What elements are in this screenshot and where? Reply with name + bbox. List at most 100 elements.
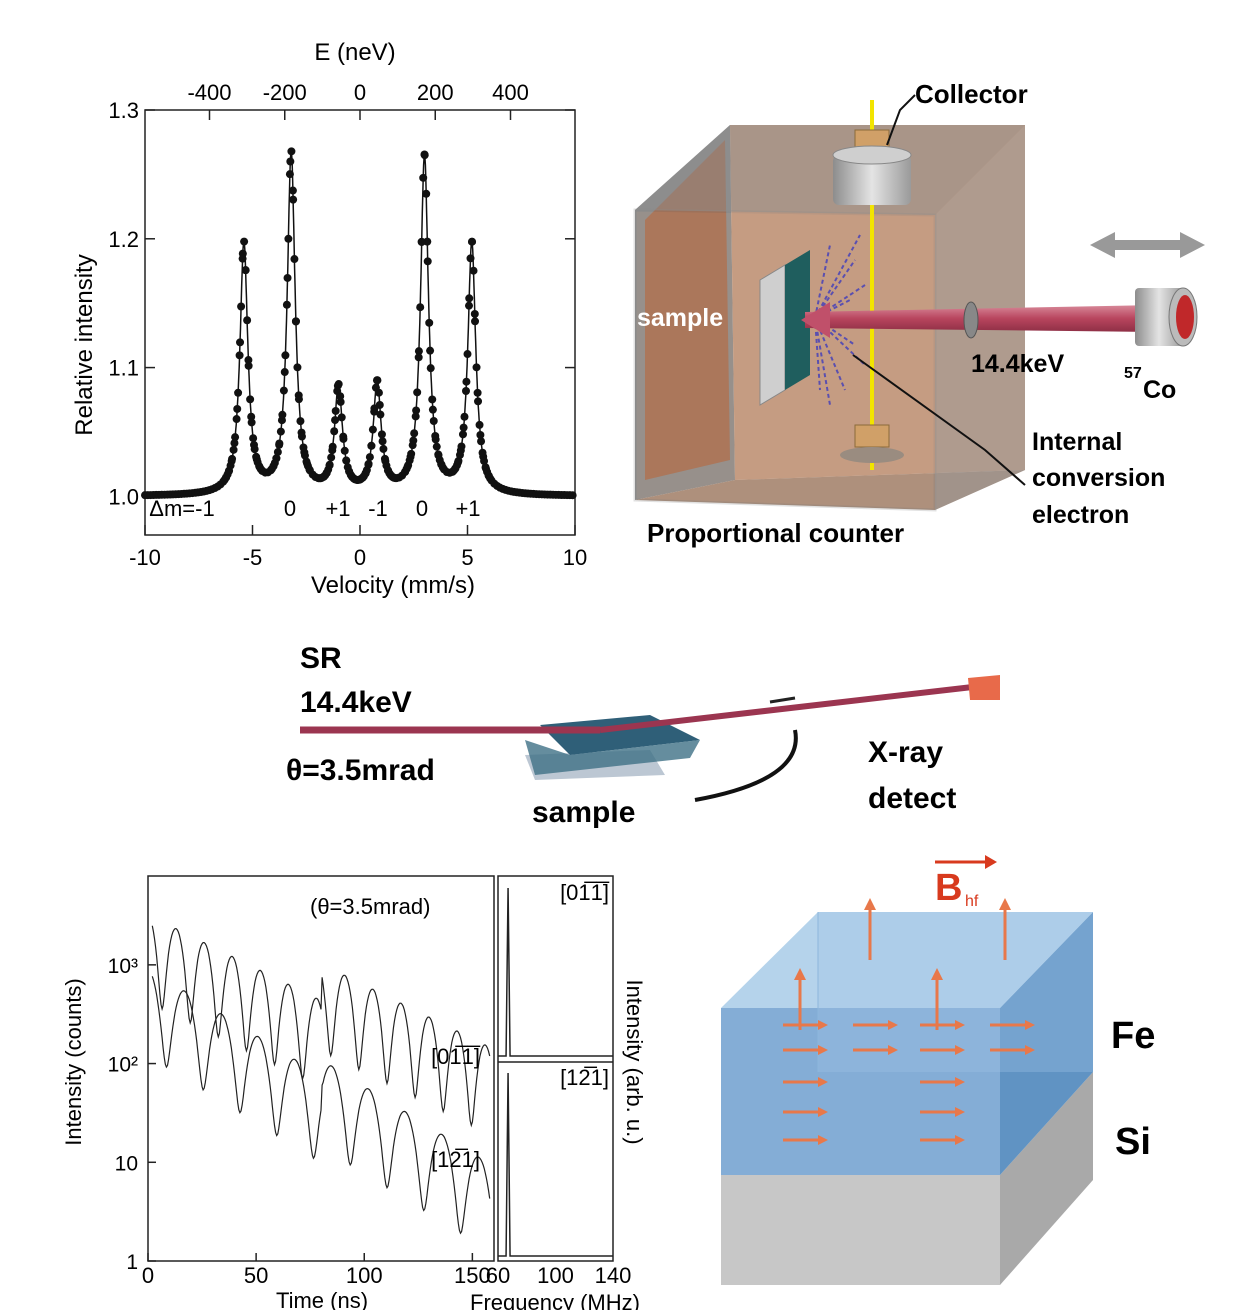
spectrum-point xyxy=(380,454,389,463)
spectrum-point xyxy=(423,257,432,266)
spectrum-line xyxy=(145,150,576,497)
fe-si-film-diagram: B hf Fe Si xyxy=(721,855,1155,1285)
spectrum-point xyxy=(413,388,422,397)
spectrum-point xyxy=(280,368,289,377)
time-x-tick-label: 100 xyxy=(346,1263,383,1288)
spectrum-point xyxy=(330,427,339,436)
spectrum-point xyxy=(243,316,252,325)
spectrum-point xyxy=(300,451,309,460)
spectrum-point xyxy=(378,437,387,446)
spectrum-point xyxy=(414,347,423,356)
xray-label: X-ray xyxy=(868,736,943,769)
spectrum-point xyxy=(237,302,246,311)
sr-energy-label: 14.4keV xyxy=(300,686,412,719)
fft-series-label: [01̅1̅] xyxy=(560,880,610,905)
fft-y-axis-label: Intensity (arb. u.) xyxy=(622,979,647,1144)
spin-arrow-head xyxy=(888,1020,898,1030)
fft-x-tick-label: 140 xyxy=(595,1263,632,1288)
spectrum-point xyxy=(486,474,495,483)
cems-detector-diagram: Collector sample 14.4keV 57 Co Internal … xyxy=(633,79,1205,548)
electron-label-line2: conversion xyxy=(1032,464,1165,492)
spectrum-point xyxy=(276,427,285,436)
spectrum-point xyxy=(273,448,282,457)
spectrum-point xyxy=(246,395,255,404)
spectrum-point xyxy=(568,491,577,500)
y-tick-label: 1.3 xyxy=(108,98,139,123)
theta-annotation: (θ=3.5mrad) xyxy=(310,894,430,919)
spectrum-point xyxy=(284,234,293,243)
spectrum-point xyxy=(336,392,345,401)
spectrum-point xyxy=(238,254,247,263)
time-series-line xyxy=(151,976,491,1235)
sample-label: sample xyxy=(637,304,723,332)
x-tick-label: 10 xyxy=(563,545,587,570)
fft-peak-line xyxy=(498,1072,613,1257)
source-mass-label: 57 xyxy=(1124,365,1142,382)
spectrum-point xyxy=(472,363,481,372)
co57-source xyxy=(1135,287,1198,347)
angle-label: θ=3.5mrad xyxy=(286,754,435,787)
x-tick-label: -5 xyxy=(243,545,263,570)
electron-ray xyxy=(814,317,831,406)
spectrum-point xyxy=(229,445,238,454)
spin-arrow-head xyxy=(818,1077,828,1087)
spectrum-point xyxy=(428,405,437,414)
y-tick-label: 1.0 xyxy=(108,484,139,509)
spectrum-point xyxy=(465,301,474,310)
spin-arrow-head xyxy=(888,1045,898,1055)
spectrum-point xyxy=(286,157,295,166)
spectrum-point xyxy=(296,417,305,426)
spectrum-point xyxy=(241,266,250,275)
source-element-label: Co xyxy=(1143,376,1176,404)
spectrum-point xyxy=(282,300,291,309)
spectrum-point xyxy=(463,350,472,359)
spin-arrow-head xyxy=(1025,1045,1035,1055)
gamma-beam xyxy=(805,305,1155,332)
x-tick-label: 5 xyxy=(461,545,473,570)
spin-arrow-up-head xyxy=(999,898,1011,910)
top-axis-label: E (neV) xyxy=(314,39,395,66)
spectrum-point xyxy=(432,442,441,451)
sr-sample-label: sample xyxy=(532,796,635,829)
spectrum-point xyxy=(337,413,346,422)
motion-double-arrow-icon xyxy=(1090,232,1205,258)
spin-arrow-head xyxy=(955,1135,965,1145)
fft-plot-frame xyxy=(497,875,614,1262)
fft-peak-line xyxy=(498,887,613,1057)
spectrum-point xyxy=(247,418,256,427)
time-y-tick-label: 10 xyxy=(115,1152,138,1175)
electron-label-line3: electron xyxy=(1032,501,1129,529)
spectrum-point xyxy=(374,388,383,397)
sr-label: SR xyxy=(300,642,342,675)
spectrum-point xyxy=(477,437,486,446)
spectrum-point xyxy=(367,441,376,450)
spectrum-point xyxy=(275,439,284,448)
y-tick-label: 1.2 xyxy=(108,227,139,252)
spectrum-point xyxy=(331,406,340,415)
spectrum-point xyxy=(290,255,299,264)
transition-label: +1 xyxy=(325,496,350,521)
spectrum-point xyxy=(288,186,297,195)
spectrum-point xyxy=(414,353,423,362)
nrs-x-axis-label: Time (ns) xyxy=(276,1288,368,1310)
spectrum-point xyxy=(327,453,336,462)
spin-arrow-head xyxy=(955,1045,965,1055)
spectrum-point xyxy=(461,387,470,396)
spectrum-point xyxy=(431,432,440,441)
spectrum-point xyxy=(244,356,253,365)
electron-ray xyxy=(814,317,821,391)
time-plot-frame xyxy=(147,875,495,1262)
spectrum-point xyxy=(285,170,294,179)
spectrum-point xyxy=(283,273,292,282)
fft-series-label: [12̅1] xyxy=(560,1065,609,1090)
spectrum-point xyxy=(474,397,483,406)
detector-icon xyxy=(968,675,1000,700)
sr-sample-block xyxy=(525,715,700,780)
spectrum-point xyxy=(297,432,306,441)
top-tick-label: 400 xyxy=(492,80,529,105)
spectrum-point xyxy=(466,254,475,263)
spin-arrow-head xyxy=(818,1107,828,1117)
electron-ray xyxy=(814,234,861,319)
spectrum-point xyxy=(365,453,374,462)
time-x-tick-label: 50 xyxy=(244,1263,268,1288)
